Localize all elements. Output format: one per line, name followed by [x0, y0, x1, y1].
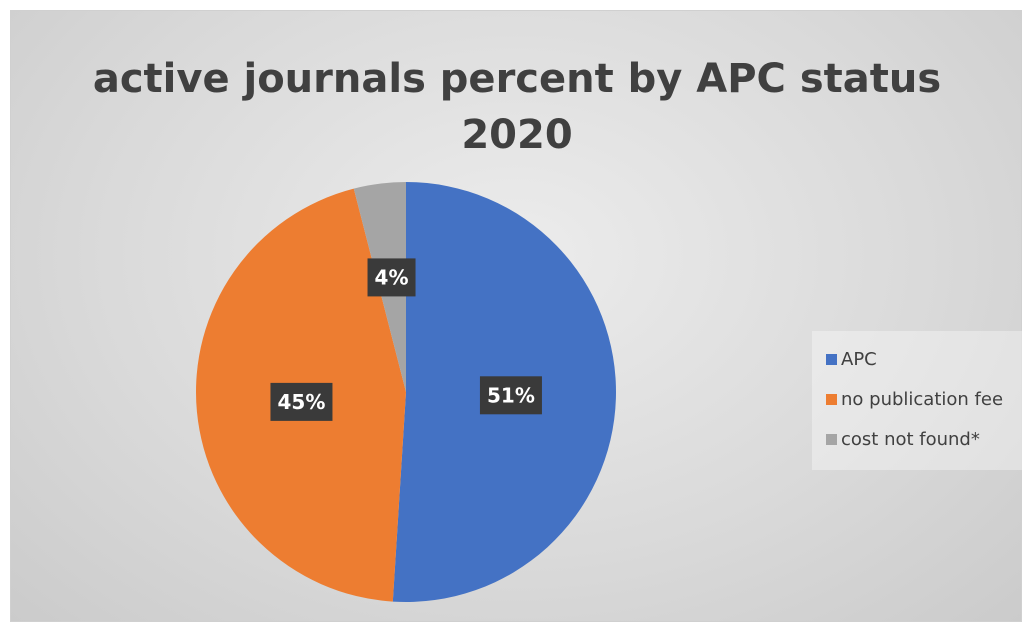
data-label-no-publication-fee: 45%	[270, 382, 333, 421]
legend-item-no-publication-fee: no publication fee	[812, 379, 1024, 419]
data-label-text: 45%	[278, 390, 326, 414]
pie-chart: 51% 45% 4%	[195, 182, 616, 602]
data-label-cost-not-found: 4%	[367, 258, 416, 297]
data-label-box	[479, 376, 542, 415]
legend-label-apc: APC	[841, 348, 877, 370]
legend-swatch-cost-not-found	[826, 433, 837, 445]
legend-swatch-no-publication-fee	[826, 393, 837, 405]
data-label-text: 51%	[487, 383, 535, 407]
data-label-box	[367, 258, 416, 297]
legend: APC no publication fee cost not found*	[812, 331, 1024, 470]
legend-label-cost-not-found: cost not found*	[841, 428, 980, 450]
chart-area: active journals percent by APC status 20…	[10, 10, 1024, 622]
chart-title-line-2: 2020	[461, 112, 573, 158]
legend-swatch-apc	[826, 353, 837, 365]
data-label-box	[270, 382, 333, 421]
legend-item-apc: APC	[812, 339, 1024, 379]
data-label-text: 4%	[375, 265, 409, 289]
legend-item-cost-not-found: cost not found*	[812, 419, 1024, 459]
chart-title-line-1: active journals percent by APC status	[92, 56, 942, 102]
chart-title: active journals percent by APC status 20…	[11, 51, 1023, 163]
legend-label-no-publication-fee: no publication fee	[841, 388, 1004, 410]
data-label-apc: 51%	[479, 376, 542, 415]
